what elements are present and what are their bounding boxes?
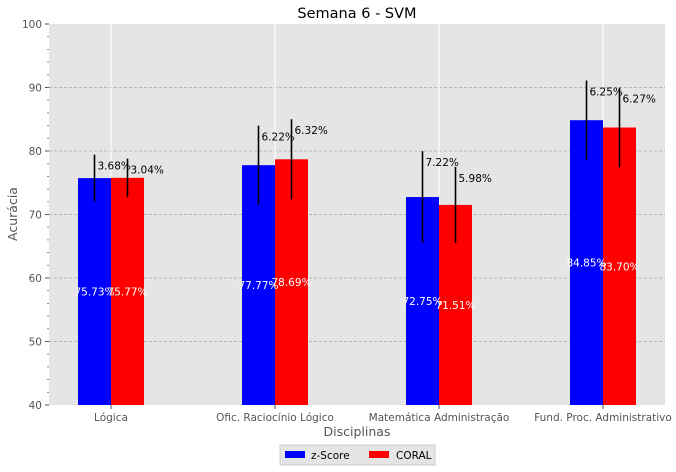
y-tick-label: 90 (29, 83, 42, 95)
error-label: 6.32% (295, 125, 328, 137)
legend: z-Score CORAL (279, 444, 436, 466)
legend-box (279, 444, 436, 466)
y-tick-label: 100 (22, 19, 42, 31)
error-label: 6.25% (590, 87, 623, 99)
legend-swatch-zscore (285, 451, 305, 458)
error-bars (93, 80, 621, 243)
legend-label-coral: CORAL (396, 450, 432, 462)
error-label: 5.98% (459, 173, 492, 185)
y-tick-label: 50 (29, 337, 42, 349)
chart-title: Semana 6 - SVM (297, 6, 416, 22)
y-axis-label: Acurácia (5, 187, 20, 241)
y-tick-label: 40 (29, 400, 42, 412)
y-axis-ticks: 40 50 60 70 80 90 100 (22, 19, 49, 412)
bar (78, 178, 111, 405)
value-label: 71.51% (435, 300, 475, 312)
bar (111, 177, 144, 405)
x-tick-label: Lógica (94, 412, 128, 424)
error-label: 6.27% (623, 94, 656, 106)
bar (570, 120, 603, 405)
error-label: 7.22% (426, 157, 459, 169)
value-label: 77.77% (238, 280, 278, 292)
error-label: 3.68% (98, 161, 131, 173)
y-tick-label: 80 (29, 146, 42, 158)
x-tick-label: Fund. Proc. Administrativo (534, 412, 672, 424)
bar (275, 159, 308, 405)
legend-swatch-coral (369, 451, 389, 458)
y-tick-label: 70 (29, 210, 42, 222)
error-label: 6.22% (262, 132, 295, 144)
y-tick-label: 60 (29, 273, 42, 285)
x-axis-label: Disciplinas (324, 424, 391, 439)
value-label: 84.85% (566, 258, 606, 270)
value-label: 72.75% (402, 296, 442, 308)
value-label: 75.77% (107, 286, 147, 298)
legend-label-zscore: z-Score (311, 450, 350, 462)
x-tick-label: Matemática Administração (369, 412, 510, 424)
x-axis-ticks: Lógica Ofic. Raciocínio Lógico Matemática … (94, 405, 672, 424)
x-tick-label: Ofic. Raciocínio Lógico (216, 412, 334, 424)
data-labels: 3.68% 75.73% 6.22% 77.77% 7.22% 72.75% 6.25% 84… (74, 87, 655, 312)
value-label: 78.69% (271, 277, 311, 289)
error-label: 3.04% (131, 165, 164, 177)
bar (603, 127, 636, 405)
value-label: 75.73% (74, 287, 114, 299)
value-label: 83.70% (599, 261, 639, 273)
bar (242, 165, 275, 405)
